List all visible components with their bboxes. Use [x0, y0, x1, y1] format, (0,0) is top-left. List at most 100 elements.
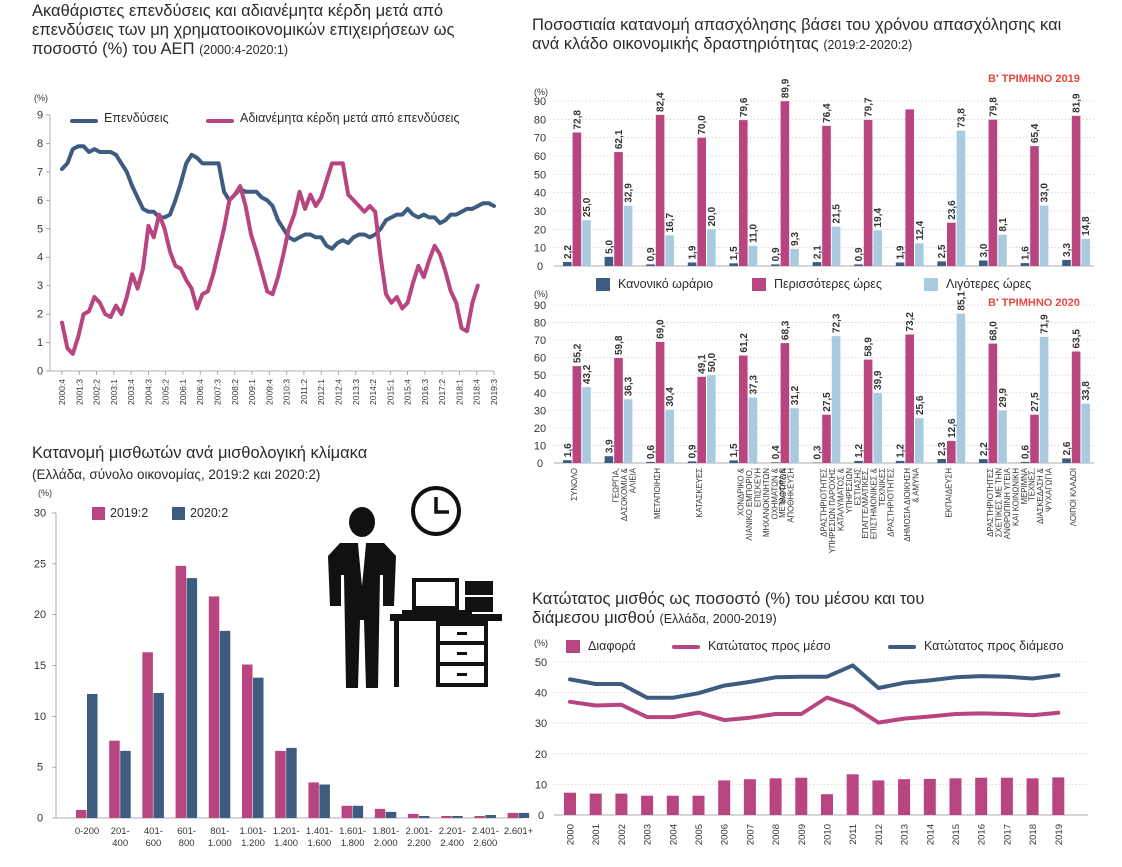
- chart2-title: Ποσοστιαία κατανομή απασχόλησης βάσει το…: [532, 16, 1072, 55]
- chart3-category-label: 1.600: [308, 838, 332, 849]
- chart4-diff-bar: [795, 777, 808, 815]
- chart3-bar: [142, 652, 153, 818]
- chart2-panel1-bar: [748, 245, 758, 266]
- chart1-xtick-label: 2018:1: [454, 379, 464, 405]
- chart3-ytick-label: 25: [34, 558, 46, 570]
- chart3-category-label: 2.600: [474, 838, 498, 849]
- chart2-category-label: ΓΕΩΡΓΙΑ,: [612, 468, 621, 502]
- chart2-panel1-data-label: 1,9: [688, 245, 699, 259]
- chart3-unit: (%): [38, 488, 52, 498]
- chart1-xtick-label: 2016:3: [420, 379, 430, 405]
- chart2-panel1-data-label: 2,5: [937, 244, 948, 258]
- chart1-xtick-label: 2017:2: [437, 379, 447, 405]
- chart2-panel1-bar: [655, 114, 665, 267]
- chart2-category-label: & ΑΜΥΝΑ: [911, 467, 920, 502]
- chart2-panel1-bar: [707, 229, 716, 266]
- chart2-panel2-bar: [915, 418, 924, 463]
- chart4-xtick-label: 2004: [668, 824, 679, 845]
- chart2-panel1-data-label: 3,3: [1062, 243, 1073, 257]
- chart2-panel2-bar: [687, 461, 697, 463]
- chart1-xtick-label: 2009:1: [247, 379, 257, 405]
- chart2-panel1-ytick-label: 80: [534, 114, 546, 126]
- chart2-panel2-bar: [780, 343, 790, 463]
- chart2-legend-fewer: Λιγότερες ώρες: [946, 277, 1032, 291]
- chart4-xtick-label: 2003: [643, 824, 654, 845]
- chart3-category-label: 400: [112, 838, 128, 849]
- chart2-panel1-data-label: 0,9: [646, 247, 657, 261]
- chart2-panel1-bar: [614, 152, 623, 266]
- chart1-xtick-label: 2006:1: [178, 379, 188, 405]
- chart4-diff-bar: [898, 779, 911, 815]
- chart3-bar: [308, 782, 319, 818]
- chart2-category-label: ΚΑΤΑΛΥΜΑΤΟΣ &: [837, 467, 846, 531]
- chart2-panel1-data-label: 16,7: [665, 212, 676, 232]
- chart2-legend-more-swatch: [752, 278, 766, 291]
- chart2-category-label: ΕΣΤΙΑΣΗΣ: [854, 468, 863, 506]
- chart2-category-label: ΥΠΗΡΕΣΙΩΝ: [845, 468, 854, 513]
- chart2-panel2-data-label: 43,2: [582, 364, 593, 384]
- chart2-panel1-data-label: 2,2: [563, 245, 574, 259]
- chart1-xtick-label: 2003:1: [109, 379, 119, 405]
- chart2-panel2-data-label: 25,6: [915, 395, 926, 415]
- chart2-panel1-data-label: 79,8: [988, 97, 999, 117]
- chart2-quarter-2019-label: Β' ΤΡΙΜΗΝΟ 2019: [988, 73, 1080, 85]
- chart2-unit-top: (%): [534, 87, 548, 97]
- chart2-panel1-ytick-label: 40: [534, 188, 546, 200]
- chart4-xtick-label: 2010: [823, 824, 834, 845]
- chart2-panel1-data-label: 1,5: [729, 246, 740, 260]
- chart2-panel2-ytick-label: 30: [534, 405, 546, 417]
- chart4-unit: (%): [534, 638, 548, 648]
- chart2-category-label: ΚΑΙ ΚΟΙΝΩΝΙΚΗ: [1012, 468, 1021, 526]
- chart2-legend-normal-swatch: [596, 278, 610, 291]
- chart3-bar: [374, 808, 386, 818]
- chart2-category-label: ΜΕΤΑΠΟΙΗΣΗ: [653, 468, 662, 519]
- chart4-diff-bar: [1026, 778, 1039, 815]
- chart4-diff-bar: [641, 795, 654, 815]
- chart2-panel1-ytick-label: 20: [534, 224, 546, 236]
- chart2-panel2-bar: [1030, 414, 1039, 463]
- chart3-category-label: 2.400: [440, 838, 464, 849]
- chart3-category-label: 1.601-: [339, 826, 366, 837]
- chart2-category-label: ΚΑΤΑΣΚΕΥΕΣ: [695, 468, 704, 518]
- chart4-diff-bar: [589, 793, 602, 815]
- chart2-panel2-bar: [854, 460, 863, 463]
- chart2-panel1-data-label: 21,5: [832, 204, 843, 224]
- chart2-panel2-data-label: 12,6: [947, 418, 958, 438]
- chart2-category-label: ΔΑΣΟΚΟΜΙΑ &: [620, 467, 629, 521]
- chart2-panel2-ytick-label: 0: [537, 458, 543, 470]
- chart2-panel2-bar: [937, 459, 946, 463]
- chart1-xtick-label: 2015:1: [385, 379, 395, 405]
- chart2-panel1-data-label: 76,4: [822, 103, 833, 123]
- chart2-category-label: ΕΚΠΑΙΔΕΥΣΗ: [944, 468, 953, 517]
- chart2-legend-fewer-swatch: [924, 278, 938, 291]
- chart3-category-label: 600: [145, 838, 161, 849]
- chart4-diff-bar: [872, 780, 885, 815]
- chart3-category-label: 2.201-: [439, 826, 466, 837]
- chart2-panel1-bar: [831, 226, 841, 266]
- chart4-ytick-label: 50: [535, 657, 547, 669]
- chart2-panel2-data-label: 1,2: [896, 444, 907, 458]
- chart4-xtick-label: 2001: [591, 824, 602, 845]
- chart2-panel2-bar: [1039, 336, 1049, 463]
- chart3-ytick-label: 15: [34, 660, 46, 672]
- chart2-panel2-bar: [748, 397, 758, 463]
- chart2-legend-more: Περισσότερες ώρες: [774, 277, 882, 291]
- chart4-legend-median-swatch: [888, 645, 916, 649]
- chart2-unit-bottom: (%): [534, 289, 548, 299]
- chart1-xtick-label: 2011:2: [299, 379, 309, 405]
- chart4-ytick-label: 20: [535, 749, 547, 761]
- chart1-xtick-label: 2001:3: [74, 379, 84, 405]
- chart2-panel2-data-label: 27,5: [822, 392, 833, 412]
- chart2-panel2-ytick-label: 50: [534, 370, 546, 382]
- chart1-title-suffix: (2000:4-2020:1): [199, 43, 289, 57]
- chart2-panel1-data-label: 0,9: [771, 247, 782, 261]
- chart2-category-label: ΕΠΙΣΚΕΥΗ: [753, 468, 762, 507]
- chart2-category-label: ΤΕΧΝΙΚΕΣ: [878, 468, 887, 506]
- chart2-panel1-bar: [739, 120, 748, 266]
- chart3-category-label: 1.001-: [240, 826, 267, 837]
- chart1-ytick-label: 7: [37, 166, 43, 178]
- chart1-title: Ακαθάριστες επενδύσεις και αδιανέμητα κέ…: [32, 2, 502, 60]
- chart2-panel1-data-label: 89,9: [780, 78, 791, 98]
- chart1-ytick-label: 5: [37, 223, 43, 235]
